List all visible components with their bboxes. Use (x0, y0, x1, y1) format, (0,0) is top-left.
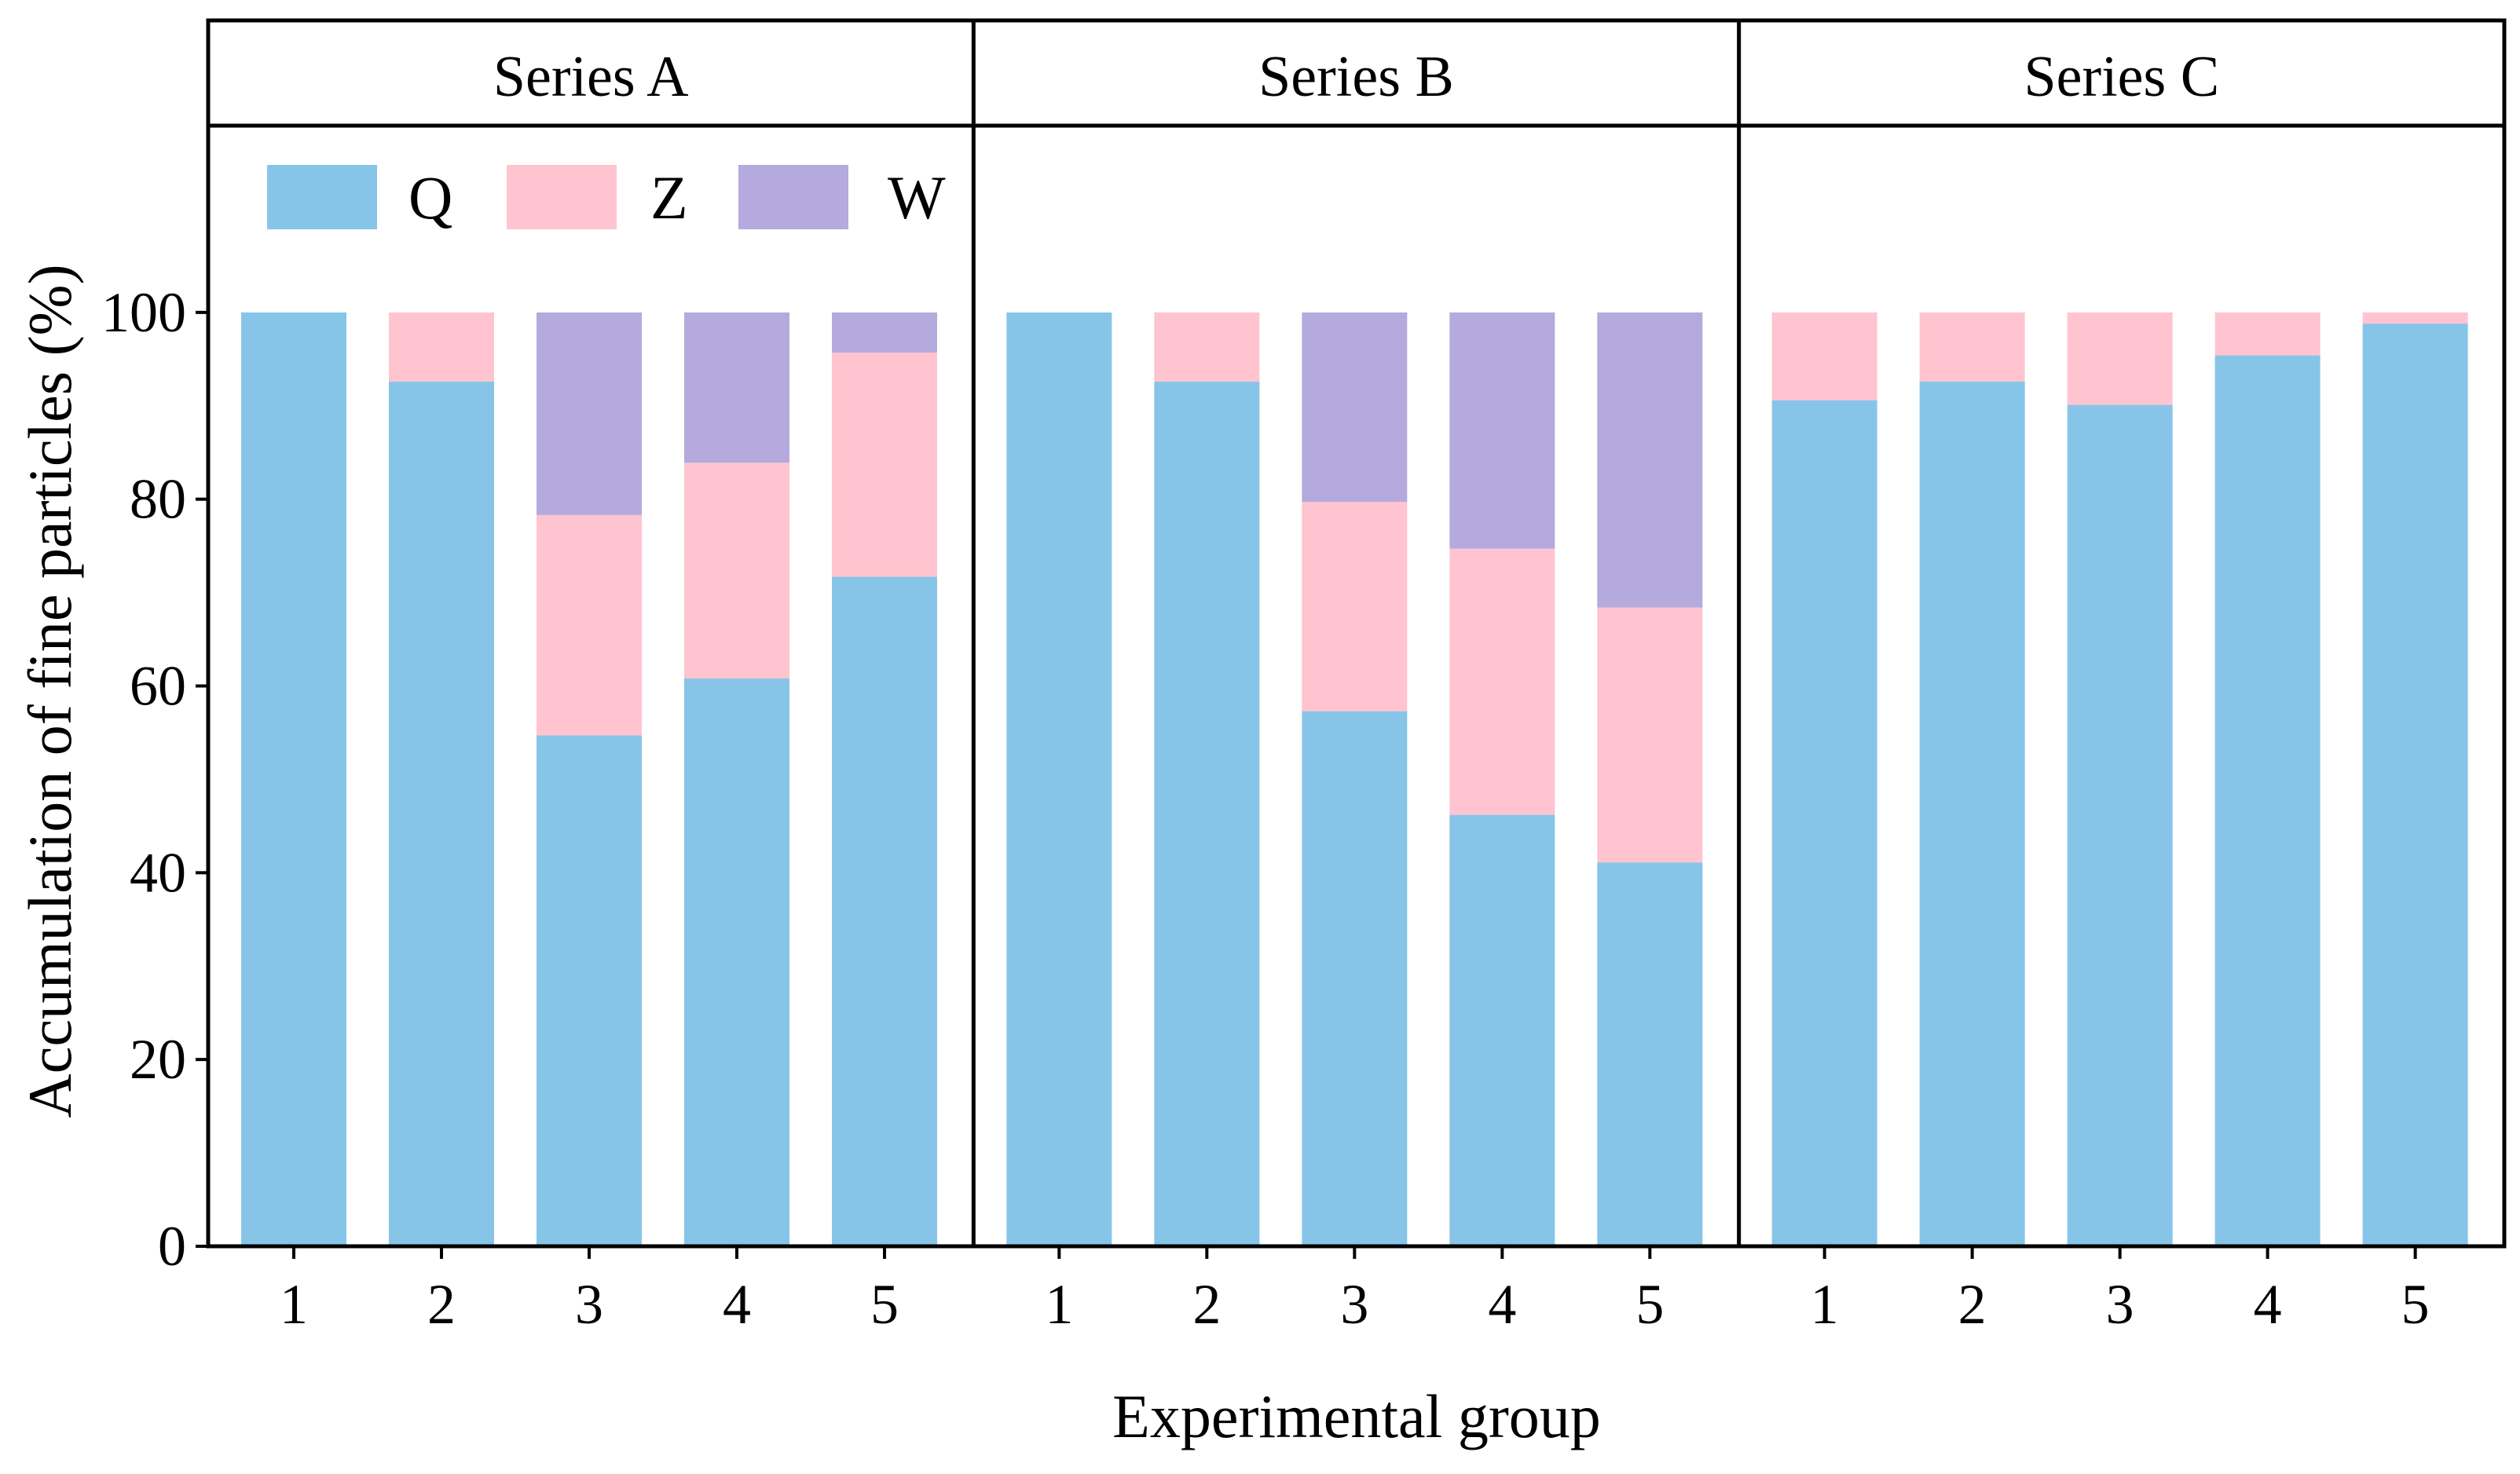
x-tick-label: 5 (2401, 1273, 2430, 1336)
x-tick-label: 1 (1811, 1273, 1839, 1336)
bar-z (2214, 312, 2320, 356)
bar-q (832, 576, 937, 1246)
bar-q (684, 678, 789, 1246)
x-tick-label: 4 (2254, 1273, 2282, 1336)
bar-q (537, 735, 642, 1246)
x-tick-label: 2 (427, 1273, 456, 1336)
panel-title: Series A (493, 45, 689, 109)
x-tick-label: 4 (1488, 1273, 1516, 1336)
y-tick-label: 100 (101, 281, 186, 344)
plot-frame (206, 18, 2507, 1249)
bar-z (684, 463, 789, 678)
bar-w (1597, 312, 1703, 608)
text-layer: 1 2 3 4 5 Series A 1 2 3 4 5 Series B 1 2 3 4 5 Series C 0… (16, 45, 2430, 1450)
bar-q (1771, 400, 1877, 1246)
x-tick-label: 2 (1958, 1273, 1987, 1336)
y-axis-label: Accumulation of fine particles (%) (16, 264, 84, 1117)
panel-title: Series C (2024, 45, 2219, 109)
y-tick-label: 60 (130, 655, 186, 718)
legend-label-w: W (888, 163, 946, 232)
bar-z (1919, 312, 2025, 382)
bar-z (1154, 312, 1260, 382)
bar-z (1302, 502, 1408, 711)
bar-w (537, 312, 642, 515)
legend-swatch-z (507, 165, 617, 229)
bar-q (2214, 355, 2320, 1246)
bar-q (1302, 711, 1408, 1246)
bar-w (684, 312, 789, 463)
legend-label-z: Z (650, 163, 688, 232)
bar-w (1302, 312, 1408, 503)
x-tick-label: 5 (870, 1273, 899, 1336)
x-tick-label: 3 (2106, 1273, 2134, 1336)
x-tick-label: 1 (280, 1273, 308, 1336)
bar-q (1597, 862, 1703, 1246)
bar-q (389, 381, 494, 1246)
bar-q (1006, 312, 1112, 1246)
y-tick-label: 40 (130, 841, 186, 904)
bar-z (2067, 312, 2173, 405)
legend-swatch-q (267, 165, 377, 229)
bar-z (1771, 312, 1877, 401)
y-tick-label: 80 (130, 468, 186, 531)
bar-z (537, 514, 642, 736)
x-tick-label: 5 (1635, 1273, 1664, 1336)
bar-w (832, 312, 937, 353)
bars-layer (241, 165, 2468, 1247)
bar-z (389, 312, 494, 382)
bar-q (2067, 404, 2173, 1247)
x-tick-label: 3 (1340, 1273, 1368, 1336)
y-tick-label: 0 (158, 1215, 186, 1278)
bar-q (1154, 381, 1260, 1246)
x-tick-label: 1 (1045, 1273, 1073, 1336)
x-axis-label: Experimental group (1112, 1382, 1601, 1450)
bar-w (1449, 312, 1555, 549)
legend-swatch-w (738, 165, 848, 229)
bar-z (2362, 312, 2468, 324)
x-tick-label: 4 (723, 1273, 751, 1336)
panel-title: Series B (1258, 45, 1454, 109)
bar-z (1597, 607, 1703, 863)
bar-q (241, 312, 346, 1246)
bar-z (1449, 548, 1555, 815)
frame-layer (196, 18, 2507, 1259)
bar-q (1919, 381, 2025, 1246)
bar-z (832, 352, 937, 577)
legend-label-q: Q (408, 163, 452, 232)
y-tick-label: 20 (130, 1028, 186, 1091)
x-tick-label: 3 (575, 1273, 603, 1336)
bar-q (2362, 324, 2468, 1247)
bar-q (1449, 814, 1555, 1246)
x-tick-label: 2 (1192, 1273, 1221, 1336)
